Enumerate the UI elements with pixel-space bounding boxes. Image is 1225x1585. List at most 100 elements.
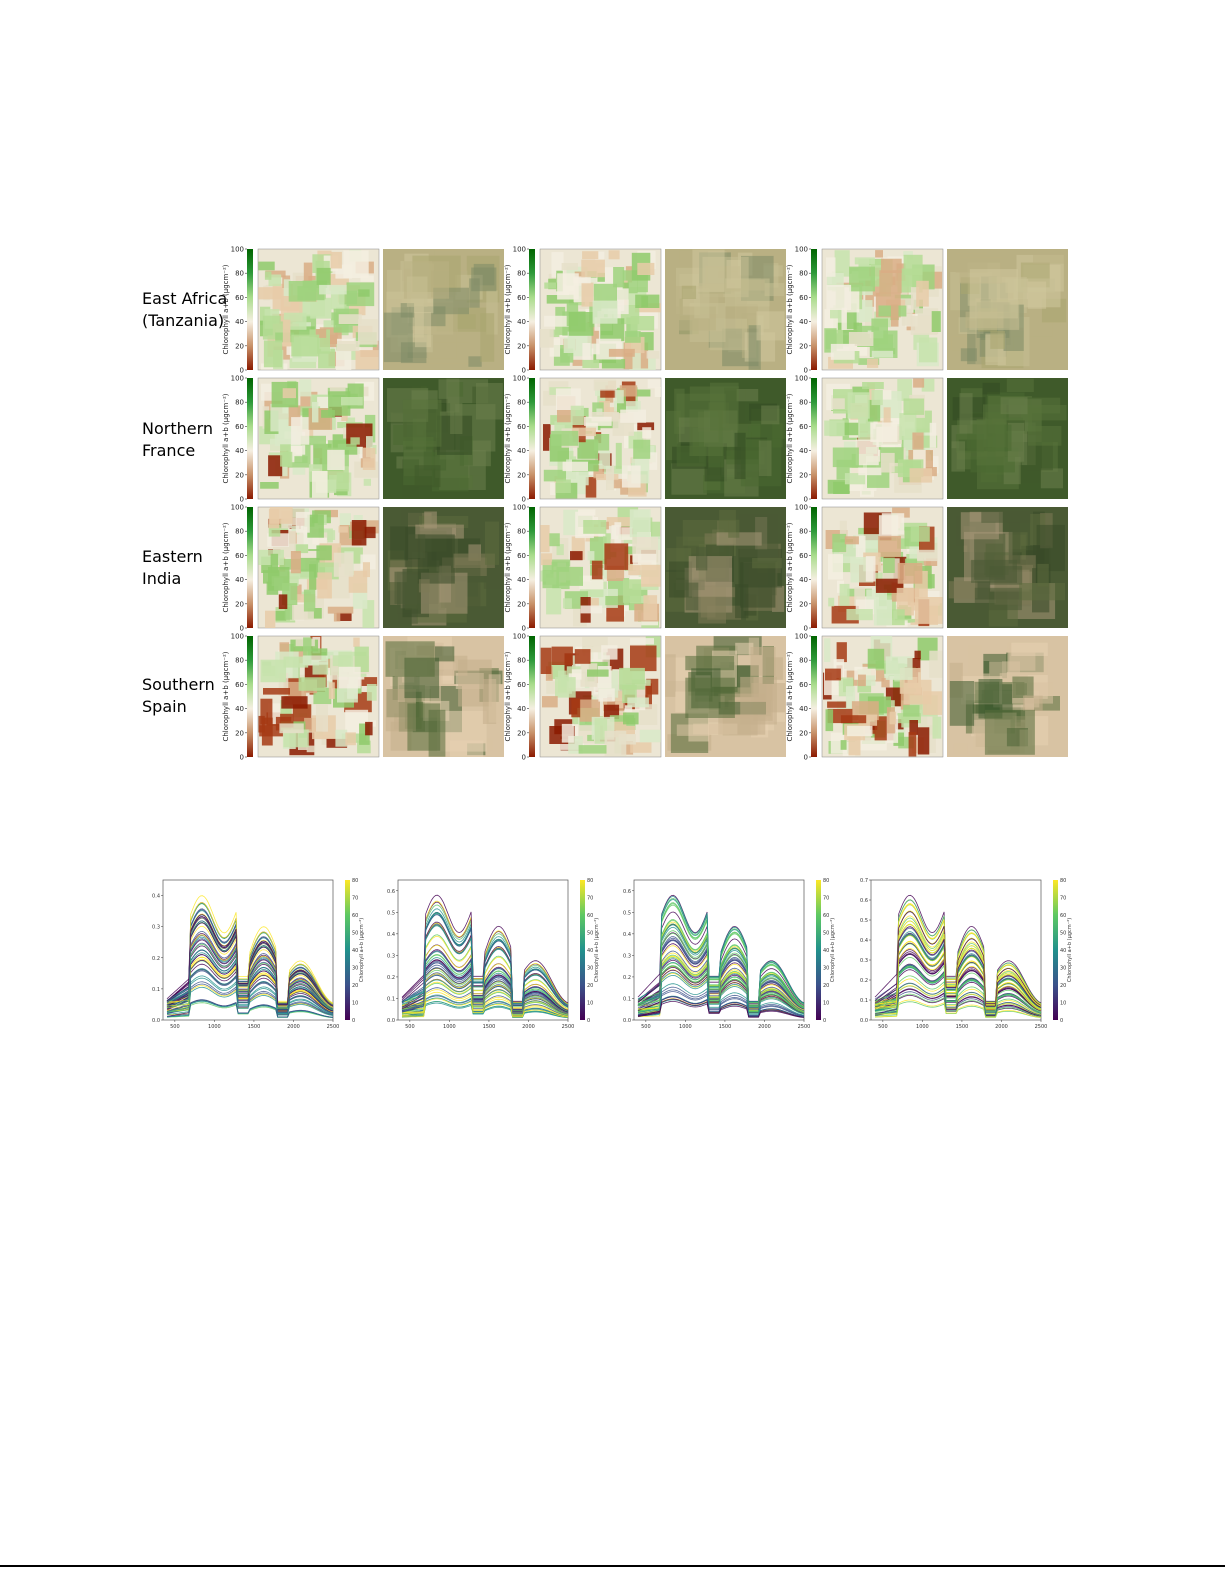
spectrum-line <box>401 981 569 1016</box>
spectrum-line <box>166 981 334 1016</box>
map-colorbar-tick-label: 100 <box>795 504 808 512</box>
satellite-image <box>383 249 504 370</box>
chlorophyll-map <box>539 635 662 758</box>
map-colorbar-tick-label: 20 <box>235 729 244 737</box>
y-tick-label: 0.1 <box>623 996 631 1002</box>
y-tick-label: 0.4 <box>152 894 160 900</box>
spectra-colorbar-tick-label: 70 <box>823 896 829 902</box>
spectrum-line <box>637 983 805 1016</box>
map-colorbar-tick-label: 40 <box>799 318 808 326</box>
map-colorbar-label: Chlorophyll a+b (μgcm⁻²) <box>504 651 512 741</box>
map-colorbar-tick-label: 100 <box>513 504 526 512</box>
map-colorbar <box>247 636 253 757</box>
map-colorbar-tick-label: 20 <box>517 600 526 608</box>
map-colorbar-label: Chlorophyll a+b (μgcm⁻²) <box>786 522 794 612</box>
map-colorbar-label: Chlorophyll a+b (μgcm⁻²) <box>504 522 512 612</box>
map-grid: 0 20 40 60 80 100 Chlorophyll a+b (μgcm⁻²) 0 20 4… <box>222 246 1068 762</box>
map-colorbar-tick-label: 100 <box>513 246 526 254</box>
spectra-colorbar <box>345 880 350 1020</box>
y-tick-label: 0.4 <box>387 932 395 938</box>
y-tick-label: 0.5 <box>623 910 631 916</box>
map-colorbar-tick-label: 40 <box>517 318 526 326</box>
map-colorbar-tick-label: 20 <box>517 342 526 350</box>
map-colorbar-tick-label: 80 <box>235 399 244 407</box>
spectrum-line <box>874 911 1042 1006</box>
map-colorbar-tick-label: 0 <box>240 367 244 375</box>
spectrum-line <box>637 972 805 1014</box>
y-tick-label: 0.0 <box>152 1018 160 1024</box>
spectrum-line <box>874 993 1042 1017</box>
spectra-colorbar-tick-label: 80 <box>352 878 358 884</box>
spectra-colorbar-tick-label: 50 <box>1060 931 1066 937</box>
x-tick-label: 2500 <box>327 1024 340 1030</box>
chlorophyll-map <box>257 377 380 500</box>
spectrum-line <box>401 982 569 1016</box>
spectrum-line <box>401 973 569 1015</box>
map-colorbar-tick-label: 60 <box>517 294 526 302</box>
x-tick-label: 2000 <box>995 1024 1008 1030</box>
spectrum-line <box>401 972 569 1014</box>
spectra-colorbar-label: Chlorophyll a+b (μgcm⁻²) <box>594 918 600 982</box>
map-colorbar <box>811 249 817 370</box>
x-tick-label: 2500 <box>1035 1024 1048 1030</box>
spectra-colorbar-tick-label: 20 <box>587 983 593 989</box>
y-tick-label: 0.2 <box>152 956 160 962</box>
spectrum-line <box>401 894 569 1004</box>
spectra-colorbar-tick-label: 10 <box>587 1001 593 1007</box>
spectra-colorbar-tick-label: 50 <box>823 931 829 937</box>
spectrum-line <box>401 950 569 1011</box>
chlorophyll-map <box>257 248 380 371</box>
y-tick-label: 0.5 <box>387 910 395 916</box>
spectrum-line <box>874 1001 1042 1018</box>
map-colorbar-tick-label: 80 <box>799 270 808 278</box>
map-colorbar-tick-label: 0 <box>804 754 808 762</box>
map-colorbar <box>811 636 817 757</box>
map-panel-r0-g1: 0 20 40 60 80 100 Chlorophyll a+b (μgcm⁻²) <box>504 246 786 375</box>
x-tick-label: 2000 <box>287 1024 300 1030</box>
x-tick-label: 1000 <box>443 1024 456 1030</box>
chlorophyll-map <box>539 377 662 500</box>
map-panel-r0-g2: 0 20 40 60 80 100 Chlorophyll a+b (μgcm⁻²) <box>786 246 1068 375</box>
spectra-colorbar-tick-label: 30 <box>1060 966 1066 972</box>
spectrum-line <box>874 926 1042 1008</box>
spectra-colorbar <box>580 880 585 1020</box>
satellite-image <box>383 636 504 757</box>
spectrum-line <box>637 996 805 1018</box>
map-colorbar-tick-label: 40 <box>799 576 808 584</box>
spectra-colorbar-tick-label: 40 <box>1060 948 1066 954</box>
spectra-colorbar-tick-label: 80 <box>823 878 829 884</box>
spectra-colorbar <box>1053 880 1058 1020</box>
spectra-colorbar-tick-label: 60 <box>1060 913 1066 919</box>
map-colorbar-tick-label: 80 <box>799 399 808 407</box>
y-tick-label: 0.2 <box>623 975 631 981</box>
page-bottom-rule <box>0 1565 1225 1567</box>
spectrum-line <box>166 983 334 1016</box>
y-tick-label: 0.6 <box>387 889 395 895</box>
map-colorbar-tick-label: 60 <box>235 552 244 560</box>
spectra-colorbar-tick-label: 20 <box>352 983 358 989</box>
map-colorbar-tick-label: 60 <box>799 552 808 560</box>
map-colorbar-tick-label: 20 <box>235 471 244 479</box>
x-tick-label: 2000 <box>758 1024 771 1030</box>
map-colorbar-tick-label: 80 <box>235 657 244 665</box>
x-tick-label: 1000 <box>679 1024 692 1030</box>
x-tick-label: 2000 <box>522 1024 535 1030</box>
chlorophyll-map <box>821 377 944 500</box>
spectra-colorbar <box>816 880 821 1020</box>
y-tick-label: 0.0 <box>623 1018 631 1024</box>
spectrum-line <box>166 975 334 1015</box>
y-tick-label: 0.1 <box>387 996 395 1002</box>
y-tick-label: 0.1 <box>860 998 868 1004</box>
spectrum-line <box>166 895 334 1004</box>
map-colorbar-tick-label: 20 <box>517 471 526 479</box>
map-colorbar-tick-label: 60 <box>799 294 808 302</box>
y-tick-label: 0.0 <box>860 1018 868 1024</box>
map-colorbar-tick-label: 0 <box>240 754 244 762</box>
spectrum-line <box>637 950 805 1011</box>
spectra-chart-2: 500 1000 1500 2000 25000.00.10.20.30.40.50.6… <box>387 878 600 1030</box>
spectra-colorbar-tick-label: 70 <box>1060 896 1066 902</box>
map-colorbar <box>529 636 535 757</box>
map-panel-r3-g2: 0 20 40 60 80 100 Chlorophyll a+b (μgcm⁻²) <box>786 633 1068 762</box>
satellite-image <box>383 507 504 628</box>
map-colorbar-label: Chlorophyll a+b (μgcm⁻²) <box>222 264 230 354</box>
